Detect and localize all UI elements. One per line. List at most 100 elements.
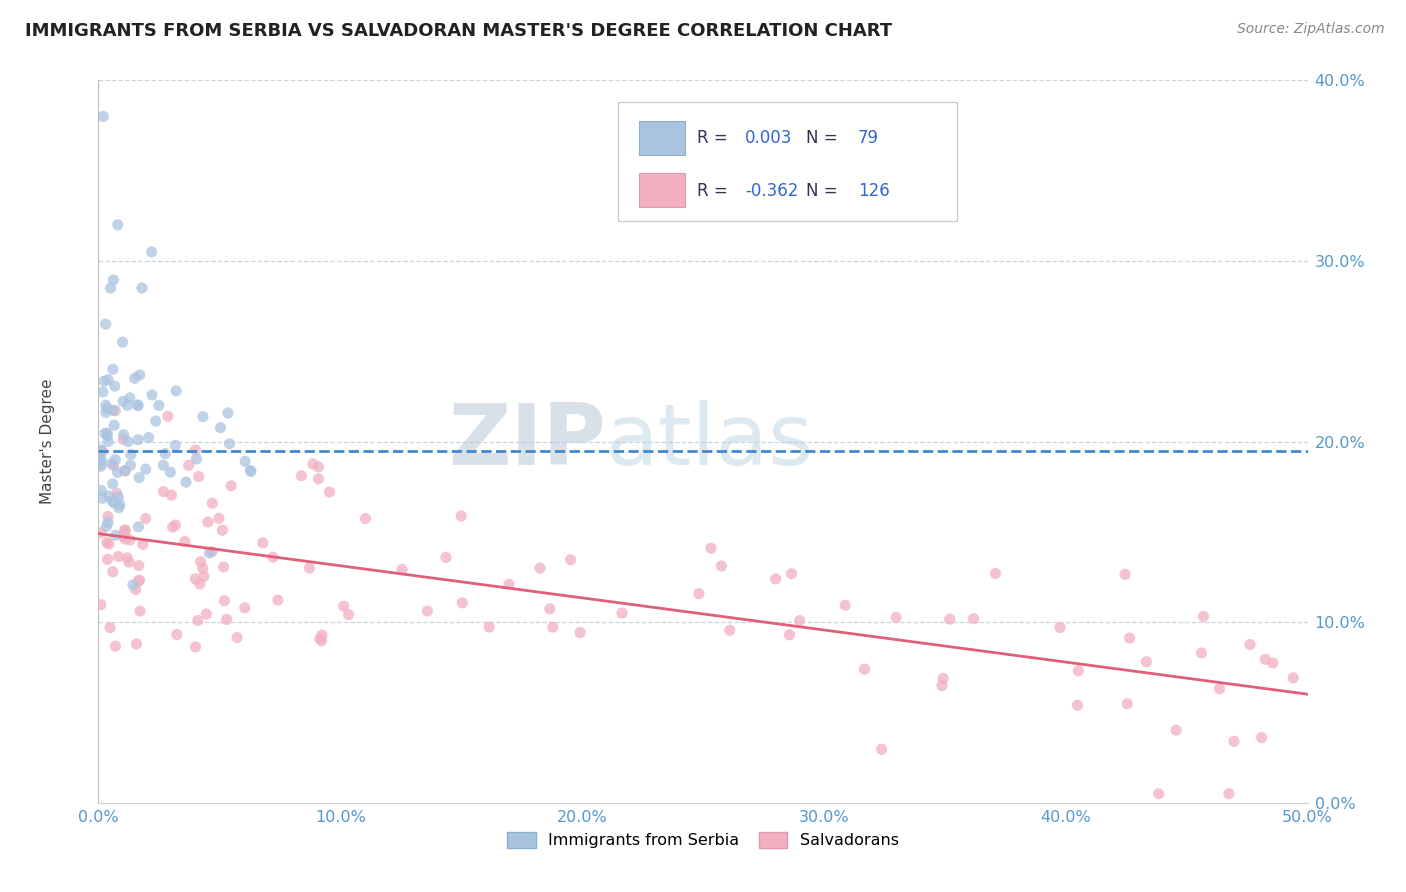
Point bbox=[1250, 731, 1272, 745]
Point bbox=[1118, 631, 1140, 645]
Point bbox=[93, 374, 115, 388]
Point bbox=[962, 612, 984, 626]
Point bbox=[1208, 681, 1230, 696]
Point bbox=[166, 627, 188, 641]
Point bbox=[104, 528, 127, 542]
Point bbox=[91, 444, 114, 458]
Point bbox=[101, 362, 124, 376]
Point bbox=[94, 398, 117, 412]
Point bbox=[219, 479, 242, 493]
Point bbox=[118, 533, 141, 547]
Point bbox=[302, 457, 325, 471]
Point bbox=[94, 317, 117, 331]
Point bbox=[94, 426, 117, 441]
Point bbox=[96, 426, 118, 441]
Point bbox=[190, 555, 212, 569]
Point bbox=[107, 490, 129, 504]
Point bbox=[184, 443, 207, 458]
Point bbox=[104, 452, 127, 467]
Point bbox=[252, 536, 274, 550]
Point bbox=[208, 511, 231, 525]
Point bbox=[117, 398, 139, 412]
Point bbox=[538, 601, 561, 615]
Point bbox=[529, 561, 551, 575]
Point bbox=[135, 462, 157, 476]
Point bbox=[127, 433, 149, 447]
Point bbox=[90, 459, 112, 474]
Point bbox=[103, 273, 125, 287]
Point bbox=[141, 388, 163, 402]
Point bbox=[262, 550, 284, 565]
Legend: Immigrants from Serbia, Salvadorans: Immigrants from Serbia, Salvadorans bbox=[499, 823, 907, 856]
Point bbox=[267, 593, 290, 607]
Point bbox=[120, 447, 142, 461]
Point bbox=[187, 469, 209, 483]
Point bbox=[688, 587, 710, 601]
Point bbox=[870, 742, 893, 756]
Point bbox=[984, 566, 1007, 581]
Point bbox=[108, 500, 131, 515]
Point bbox=[1191, 646, 1213, 660]
Point bbox=[932, 672, 955, 686]
Point bbox=[91, 109, 114, 123]
Point bbox=[416, 604, 439, 618]
Point bbox=[198, 546, 221, 560]
Point bbox=[104, 379, 127, 393]
Point bbox=[131, 281, 153, 295]
Point bbox=[173, 534, 195, 549]
Text: R =: R = bbox=[697, 182, 733, 200]
Point bbox=[114, 523, 136, 537]
Point bbox=[332, 599, 354, 614]
Point bbox=[103, 496, 125, 510]
Point bbox=[155, 447, 177, 461]
Point bbox=[90, 454, 112, 468]
Point bbox=[120, 458, 142, 473]
Point bbox=[145, 414, 167, 428]
Point bbox=[233, 600, 256, 615]
Point bbox=[226, 631, 249, 645]
Point bbox=[101, 493, 124, 508]
Point bbox=[451, 596, 474, 610]
Point bbox=[148, 398, 170, 412]
Point bbox=[94, 405, 117, 419]
FancyBboxPatch shape bbox=[619, 102, 957, 221]
Point bbox=[239, 464, 262, 478]
Text: 79: 79 bbox=[858, 129, 879, 147]
Point bbox=[1116, 697, 1139, 711]
Point bbox=[91, 491, 114, 506]
Point bbox=[938, 612, 960, 626]
Point bbox=[159, 465, 181, 479]
Point bbox=[233, 454, 256, 468]
Point bbox=[114, 464, 136, 478]
Point bbox=[214, 593, 236, 607]
Point bbox=[90, 442, 112, 457]
Point bbox=[498, 577, 520, 591]
Point bbox=[191, 409, 214, 424]
Point bbox=[114, 464, 136, 478]
Point bbox=[90, 457, 112, 471]
Point bbox=[160, 488, 183, 502]
Point bbox=[710, 559, 733, 574]
Point bbox=[124, 371, 146, 385]
Point bbox=[132, 537, 155, 551]
Point bbox=[311, 633, 333, 648]
Point bbox=[765, 572, 787, 586]
Point bbox=[97, 537, 120, 551]
Point bbox=[780, 566, 803, 581]
Point bbox=[184, 640, 207, 654]
Point bbox=[128, 470, 150, 484]
Point bbox=[700, 541, 723, 556]
Point bbox=[105, 486, 128, 500]
Point bbox=[560, 552, 582, 566]
Point bbox=[1114, 567, 1136, 582]
Point bbox=[1254, 652, 1277, 666]
Point bbox=[111, 335, 134, 350]
Point bbox=[188, 577, 211, 591]
Point bbox=[1067, 664, 1090, 678]
Point bbox=[97, 509, 120, 524]
Point bbox=[90, 483, 112, 498]
Point bbox=[156, 409, 179, 424]
Point bbox=[1166, 723, 1188, 738]
Point bbox=[718, 624, 741, 638]
Point bbox=[195, 607, 218, 621]
